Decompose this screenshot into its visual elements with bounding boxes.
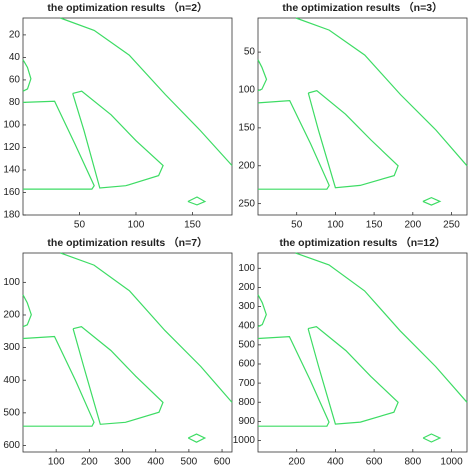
contour-line bbox=[72, 90, 164, 189]
y-tick-label: 300 bbox=[3, 342, 20, 353]
y-tick-label: 200 bbox=[3, 310, 20, 321]
x-tick-label: 150 bbox=[184, 220, 201, 231]
y-tick-label: 160 bbox=[3, 187, 20, 198]
x-tick-label: 50 bbox=[291, 220, 303, 231]
y-tick-label: 40 bbox=[9, 52, 21, 63]
y-tick-label: 50 bbox=[244, 47, 256, 58]
y-tick-label: 300 bbox=[238, 301, 255, 312]
x-tick-label: 800 bbox=[404, 457, 421, 468]
y-tick-label: 20 bbox=[9, 30, 21, 41]
contour-line bbox=[307, 90, 399, 189]
x-tick-label: 400 bbox=[327, 457, 344, 468]
contour-line bbox=[257, 294, 267, 328]
y-tick-label: 200 bbox=[238, 160, 255, 171]
x-tick-label: 150 bbox=[366, 220, 383, 231]
chart-title: the optimization results （n=7） bbox=[47, 236, 207, 249]
contour-line bbox=[22, 335, 95, 427]
contour-line bbox=[60, 252, 233, 403]
y-tick-label: 60 bbox=[9, 75, 21, 86]
y-tick-label: 400 bbox=[3, 375, 20, 386]
y-tick-label: 800 bbox=[238, 397, 255, 408]
x-tick-label: 200 bbox=[404, 220, 421, 231]
plot-area bbox=[257, 252, 468, 453]
y-tick-label: 80 bbox=[9, 97, 21, 108]
contour-line bbox=[72, 326, 164, 425]
y-tick-label: 400 bbox=[238, 320, 255, 331]
y-tick-label: 100 bbox=[238, 263, 255, 274]
plot-area bbox=[22, 252, 233, 453]
x-tick-label: 300 bbox=[114, 457, 131, 468]
y-tick-label: 200 bbox=[238, 282, 255, 293]
y-tick-label: 100 bbox=[238, 85, 255, 96]
x-tick-label: 100 bbox=[327, 220, 344, 231]
y-tick-label: 120 bbox=[3, 142, 20, 153]
x-tick-label: 250 bbox=[443, 220, 460, 231]
y-tick-label: 100 bbox=[3, 120, 20, 131]
contour-line bbox=[60, 17, 233, 166]
plot-area bbox=[257, 17, 468, 216]
y-tick-label: 700 bbox=[238, 378, 255, 389]
y-tick-label: 900 bbox=[238, 416, 255, 427]
contour-line bbox=[257, 335, 330, 427]
x-tick-label: 1000 bbox=[440, 457, 463, 468]
contour-line bbox=[307, 326, 399, 425]
contour-line bbox=[22, 100, 95, 190]
x-tick-label: 400 bbox=[147, 457, 164, 468]
chart-title: the optimization results （n=12） bbox=[280, 236, 446, 249]
contour-line bbox=[257, 59, 268, 92]
y-tick-label: 1000 bbox=[233, 435, 256, 446]
y-tick-label: 250 bbox=[238, 198, 255, 209]
y-tick-label: 140 bbox=[3, 165, 20, 176]
contour-line bbox=[422, 433, 442, 443]
contour-line bbox=[22, 294, 32, 328]
y-tick-label: 150 bbox=[238, 123, 255, 134]
y-tick-label: 100 bbox=[3, 277, 20, 288]
x-tick-label: 200 bbox=[288, 457, 305, 468]
x-tick-label: 100 bbox=[128, 220, 145, 231]
x-tick-label: 200 bbox=[81, 457, 98, 468]
x-tick-label: 50 bbox=[74, 220, 86, 231]
contour-line bbox=[257, 99, 330, 190]
contour-line bbox=[187, 433, 207, 443]
x-tick-label: 500 bbox=[181, 457, 198, 468]
contour-line bbox=[422, 196, 442, 206]
x-tick-label: 600 bbox=[366, 457, 383, 468]
contour-line bbox=[295, 252, 468, 403]
contour-line bbox=[187, 196, 207, 206]
x-tick-label: 100 bbox=[48, 457, 65, 468]
y-tick-label: 180 bbox=[3, 210, 20, 221]
y-tick-label: 500 bbox=[238, 339, 255, 350]
contour-line bbox=[22, 59, 32, 92]
chart-title: the optimization results （n=3） bbox=[282, 1, 442, 14]
y-tick-label: 500 bbox=[3, 407, 20, 418]
x-tick-label: 600 bbox=[214, 457, 231, 468]
chart-title: the optimization results （n=2） bbox=[47, 1, 207, 14]
contour-line bbox=[295, 17, 468, 167]
plot-area bbox=[22, 17, 233, 216]
y-tick-label: 600 bbox=[3, 440, 20, 451]
y-tick-label: 600 bbox=[238, 359, 255, 370]
